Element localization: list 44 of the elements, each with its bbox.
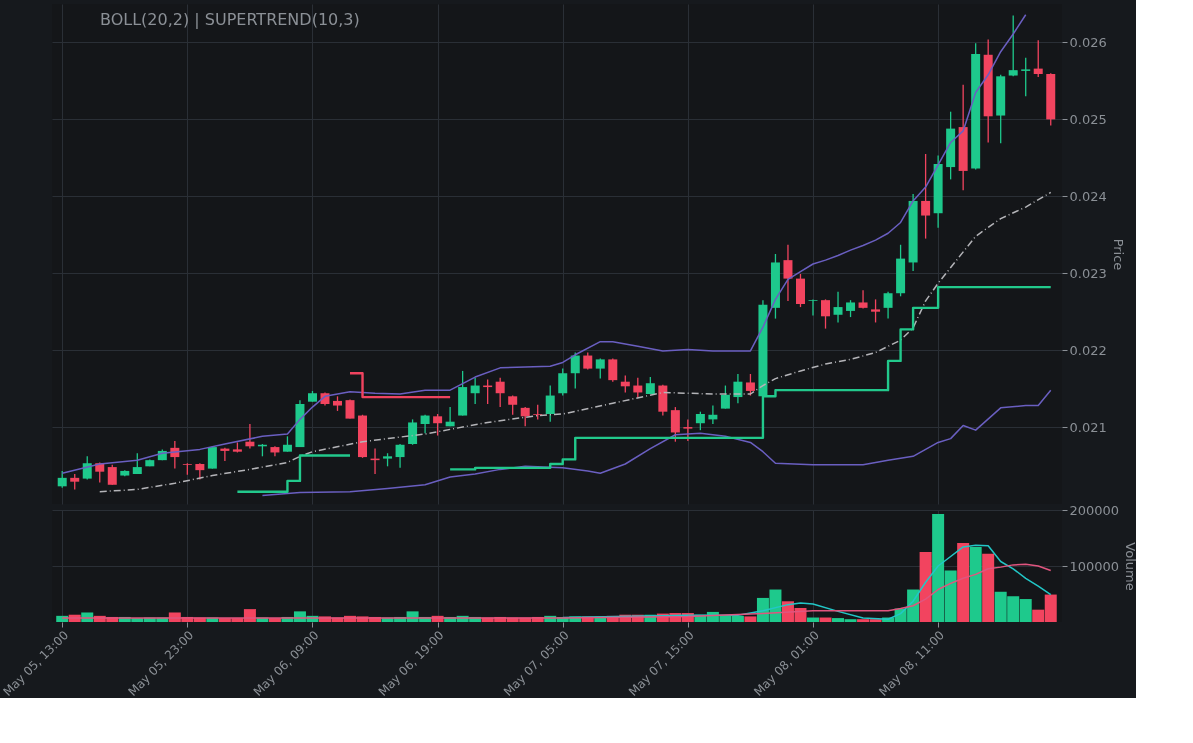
bar xyxy=(744,616,757,622)
y-tick-label: 0.026 xyxy=(1069,34,1107,50)
bar xyxy=(982,553,995,622)
candlestick xyxy=(495,377,505,408)
y-tick-label: 100000 xyxy=(1069,558,1120,574)
candlestick xyxy=(570,351,580,390)
candlestick xyxy=(808,298,818,317)
y-tick-label: 0.023 xyxy=(1069,265,1107,281)
candlestick xyxy=(345,398,355,420)
candlestick xyxy=(783,244,793,302)
candlestick xyxy=(670,406,680,443)
candlestick xyxy=(433,413,443,437)
candlestick xyxy=(408,418,418,446)
y-tick-label: 0.022 xyxy=(1069,342,1107,358)
bar xyxy=(919,552,932,622)
candlestick xyxy=(833,291,843,324)
candlestick xyxy=(858,289,868,310)
y-tick-label: 0.025 xyxy=(1069,111,1107,127)
candlestick xyxy=(720,384,730,410)
candlestick xyxy=(420,414,430,434)
bar xyxy=(969,546,982,622)
candlestick xyxy=(1033,39,1043,78)
y-axis-title: Price xyxy=(1110,238,1126,271)
y-axis-title: Volume xyxy=(1123,542,1139,591)
candlestick xyxy=(1008,14,1018,77)
candlestick xyxy=(545,384,555,423)
chart-title: BOLL(20,2) | SUPERTREND(10,3) xyxy=(100,10,360,29)
candlestick xyxy=(107,464,117,486)
candlestick xyxy=(683,418,693,442)
candlestick xyxy=(921,153,931,240)
candlestick xyxy=(821,298,831,330)
candlestick xyxy=(883,291,893,320)
candlestick xyxy=(871,298,881,324)
candlestick xyxy=(695,411,705,431)
candlestick xyxy=(520,406,530,427)
candlestick xyxy=(395,443,405,469)
candlestick xyxy=(745,373,755,397)
y-tick-label: 200000 xyxy=(1069,502,1120,518)
y-tick-label: 0.024 xyxy=(1069,188,1107,204)
y-tick-label: 0.021 xyxy=(1069,419,1107,435)
candlestick xyxy=(1021,57,1031,97)
candlestick xyxy=(558,367,568,397)
candlestick xyxy=(470,377,480,405)
bar xyxy=(957,543,970,622)
